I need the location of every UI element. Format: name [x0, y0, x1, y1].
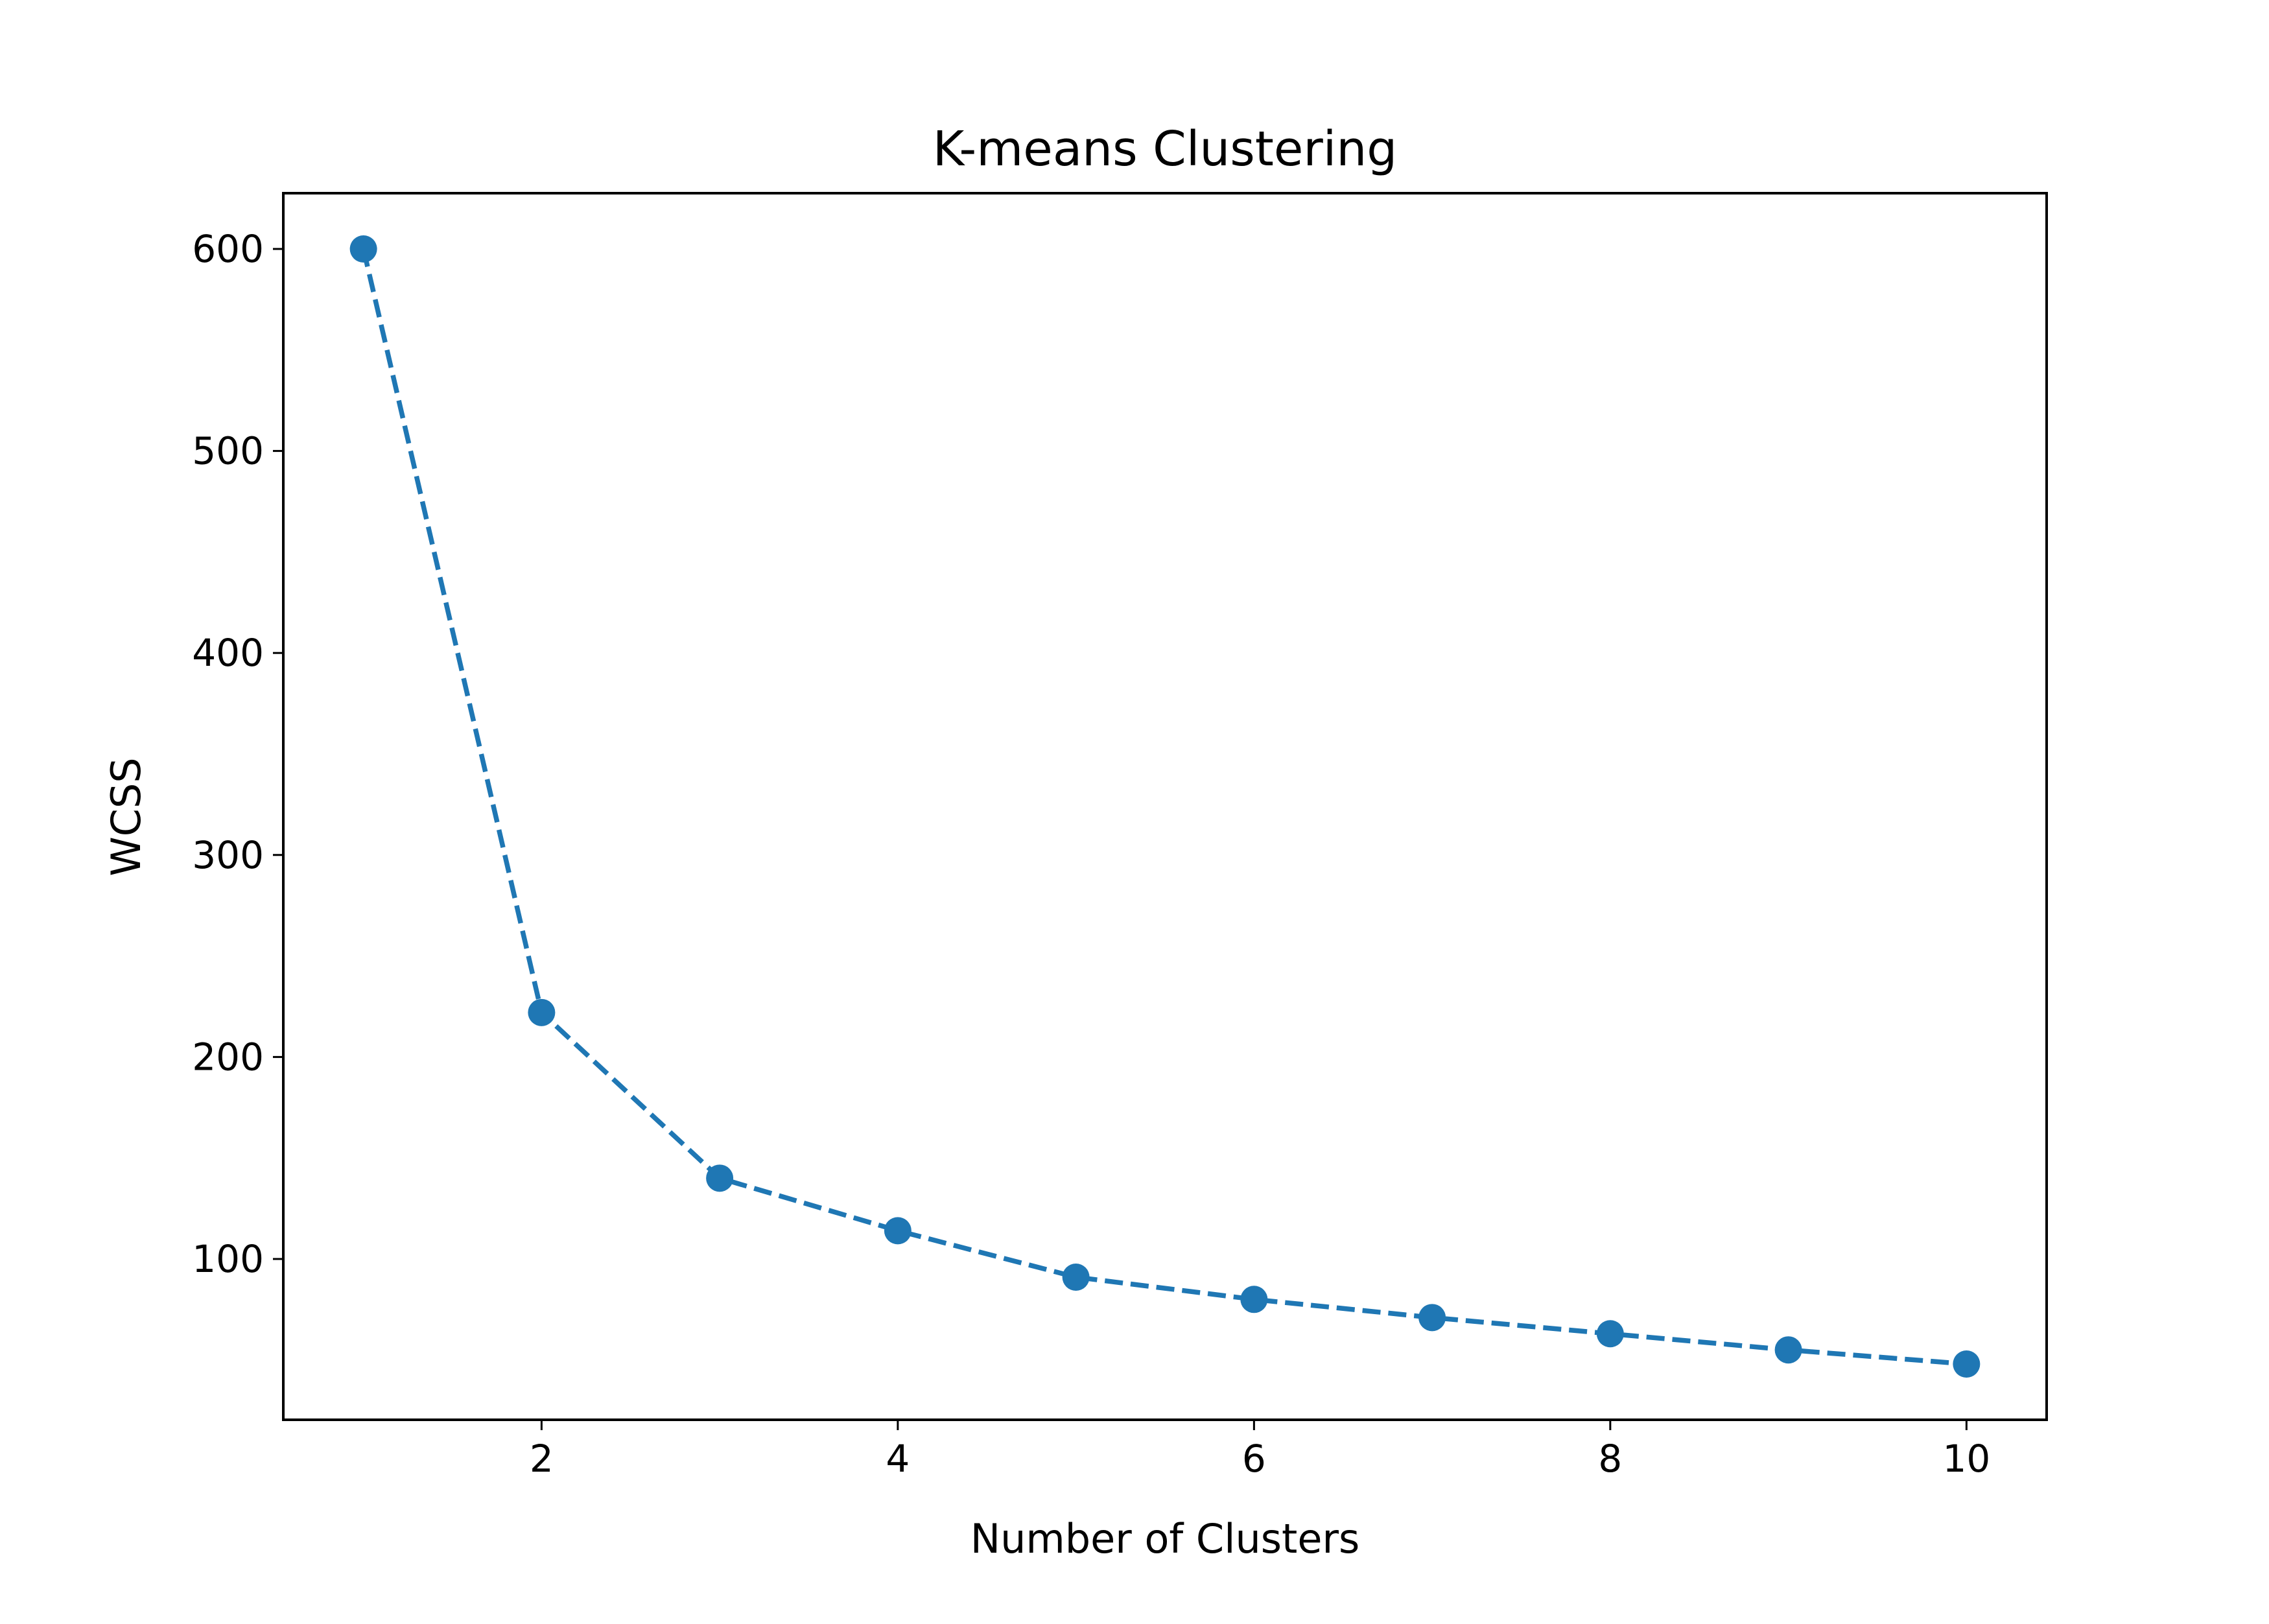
- data-point-9: [1774, 1336, 1802, 1364]
- x-axis-label: Number of Clusters: [970, 1515, 1360, 1562]
- chart-title: K-means Clustering: [933, 121, 1397, 177]
- plot-area: [283, 193, 2047, 1420]
- x-tick-label-8: 8: [1598, 1437, 1622, 1481]
- data-point-1: [349, 235, 377, 263]
- data-point-10: [1953, 1350, 1981, 1378]
- data-point-8: [1596, 1320, 1624, 1348]
- y-tick-label-600: 600: [192, 227, 264, 271]
- data-point-3: [706, 1164, 734, 1192]
- y-tick-label-300: 300: [192, 833, 264, 877]
- data-point-6: [1240, 1286, 1268, 1313]
- data-point-7: [1418, 1304, 1446, 1332]
- x-tick-label-10: 10: [1942, 1437, 1990, 1481]
- data-point-5: [1062, 1264, 1090, 1291]
- series-line-0: [360, 248, 1967, 1367]
- x-tick-label-4: 4: [886, 1437, 910, 1481]
- data-point-4: [884, 1217, 911, 1245]
- y-tick-label-400: 400: [192, 631, 264, 675]
- data-point-2: [528, 998, 556, 1026]
- y-tick-label-500: 500: [192, 429, 264, 473]
- y-tick-label-100: 100: [192, 1237, 264, 1281]
- x-tick-label-6: 6: [1242, 1437, 1266, 1481]
- plot-layer: 2 4 6 8 10 100 200 300 400 500 600: [192, 192, 2048, 1481]
- y-tick-label-200: 200: [192, 1035, 264, 1079]
- y-axis-label: WCSS: [102, 757, 150, 876]
- x-tick-label-2: 2: [530, 1437, 554, 1481]
- axes-frame: [282, 192, 2048, 1421]
